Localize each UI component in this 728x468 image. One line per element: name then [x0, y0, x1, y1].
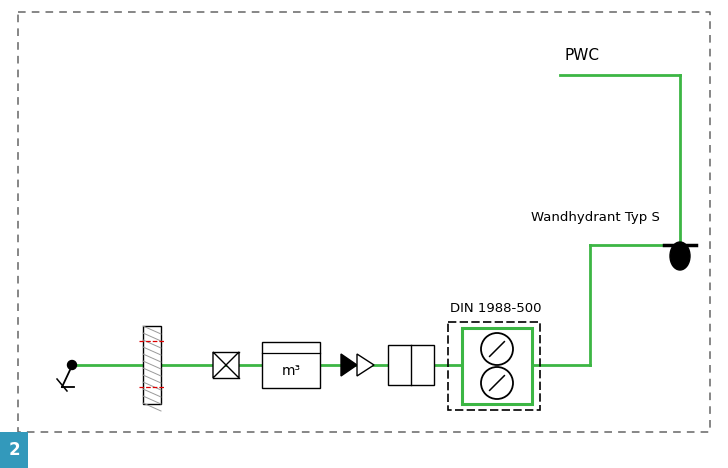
Bar	[462, 328, 532, 404]
Circle shape	[481, 333, 513, 365]
Text: 2: 2	[8, 441, 20, 459]
Polygon shape	[213, 352, 226, 378]
Bar	[143, 326, 161, 404]
Circle shape	[481, 367, 513, 399]
Polygon shape	[226, 352, 239, 378]
Text: PWC: PWC	[565, 48, 600, 63]
Text: m³: m³	[282, 364, 301, 378]
Bar	[388, 345, 434, 385]
Text: DIN 1988-500: DIN 1988-500	[450, 302, 542, 315]
Circle shape	[68, 360, 76, 370]
Polygon shape	[357, 354, 374, 376]
Text: Wandhydrant Typ S: Wandhydrant Typ S	[531, 211, 660, 224]
Ellipse shape	[670, 242, 690, 270]
Bar	[262, 342, 320, 388]
Bar	[0, 432, 28, 468]
Polygon shape	[341, 354, 357, 376]
